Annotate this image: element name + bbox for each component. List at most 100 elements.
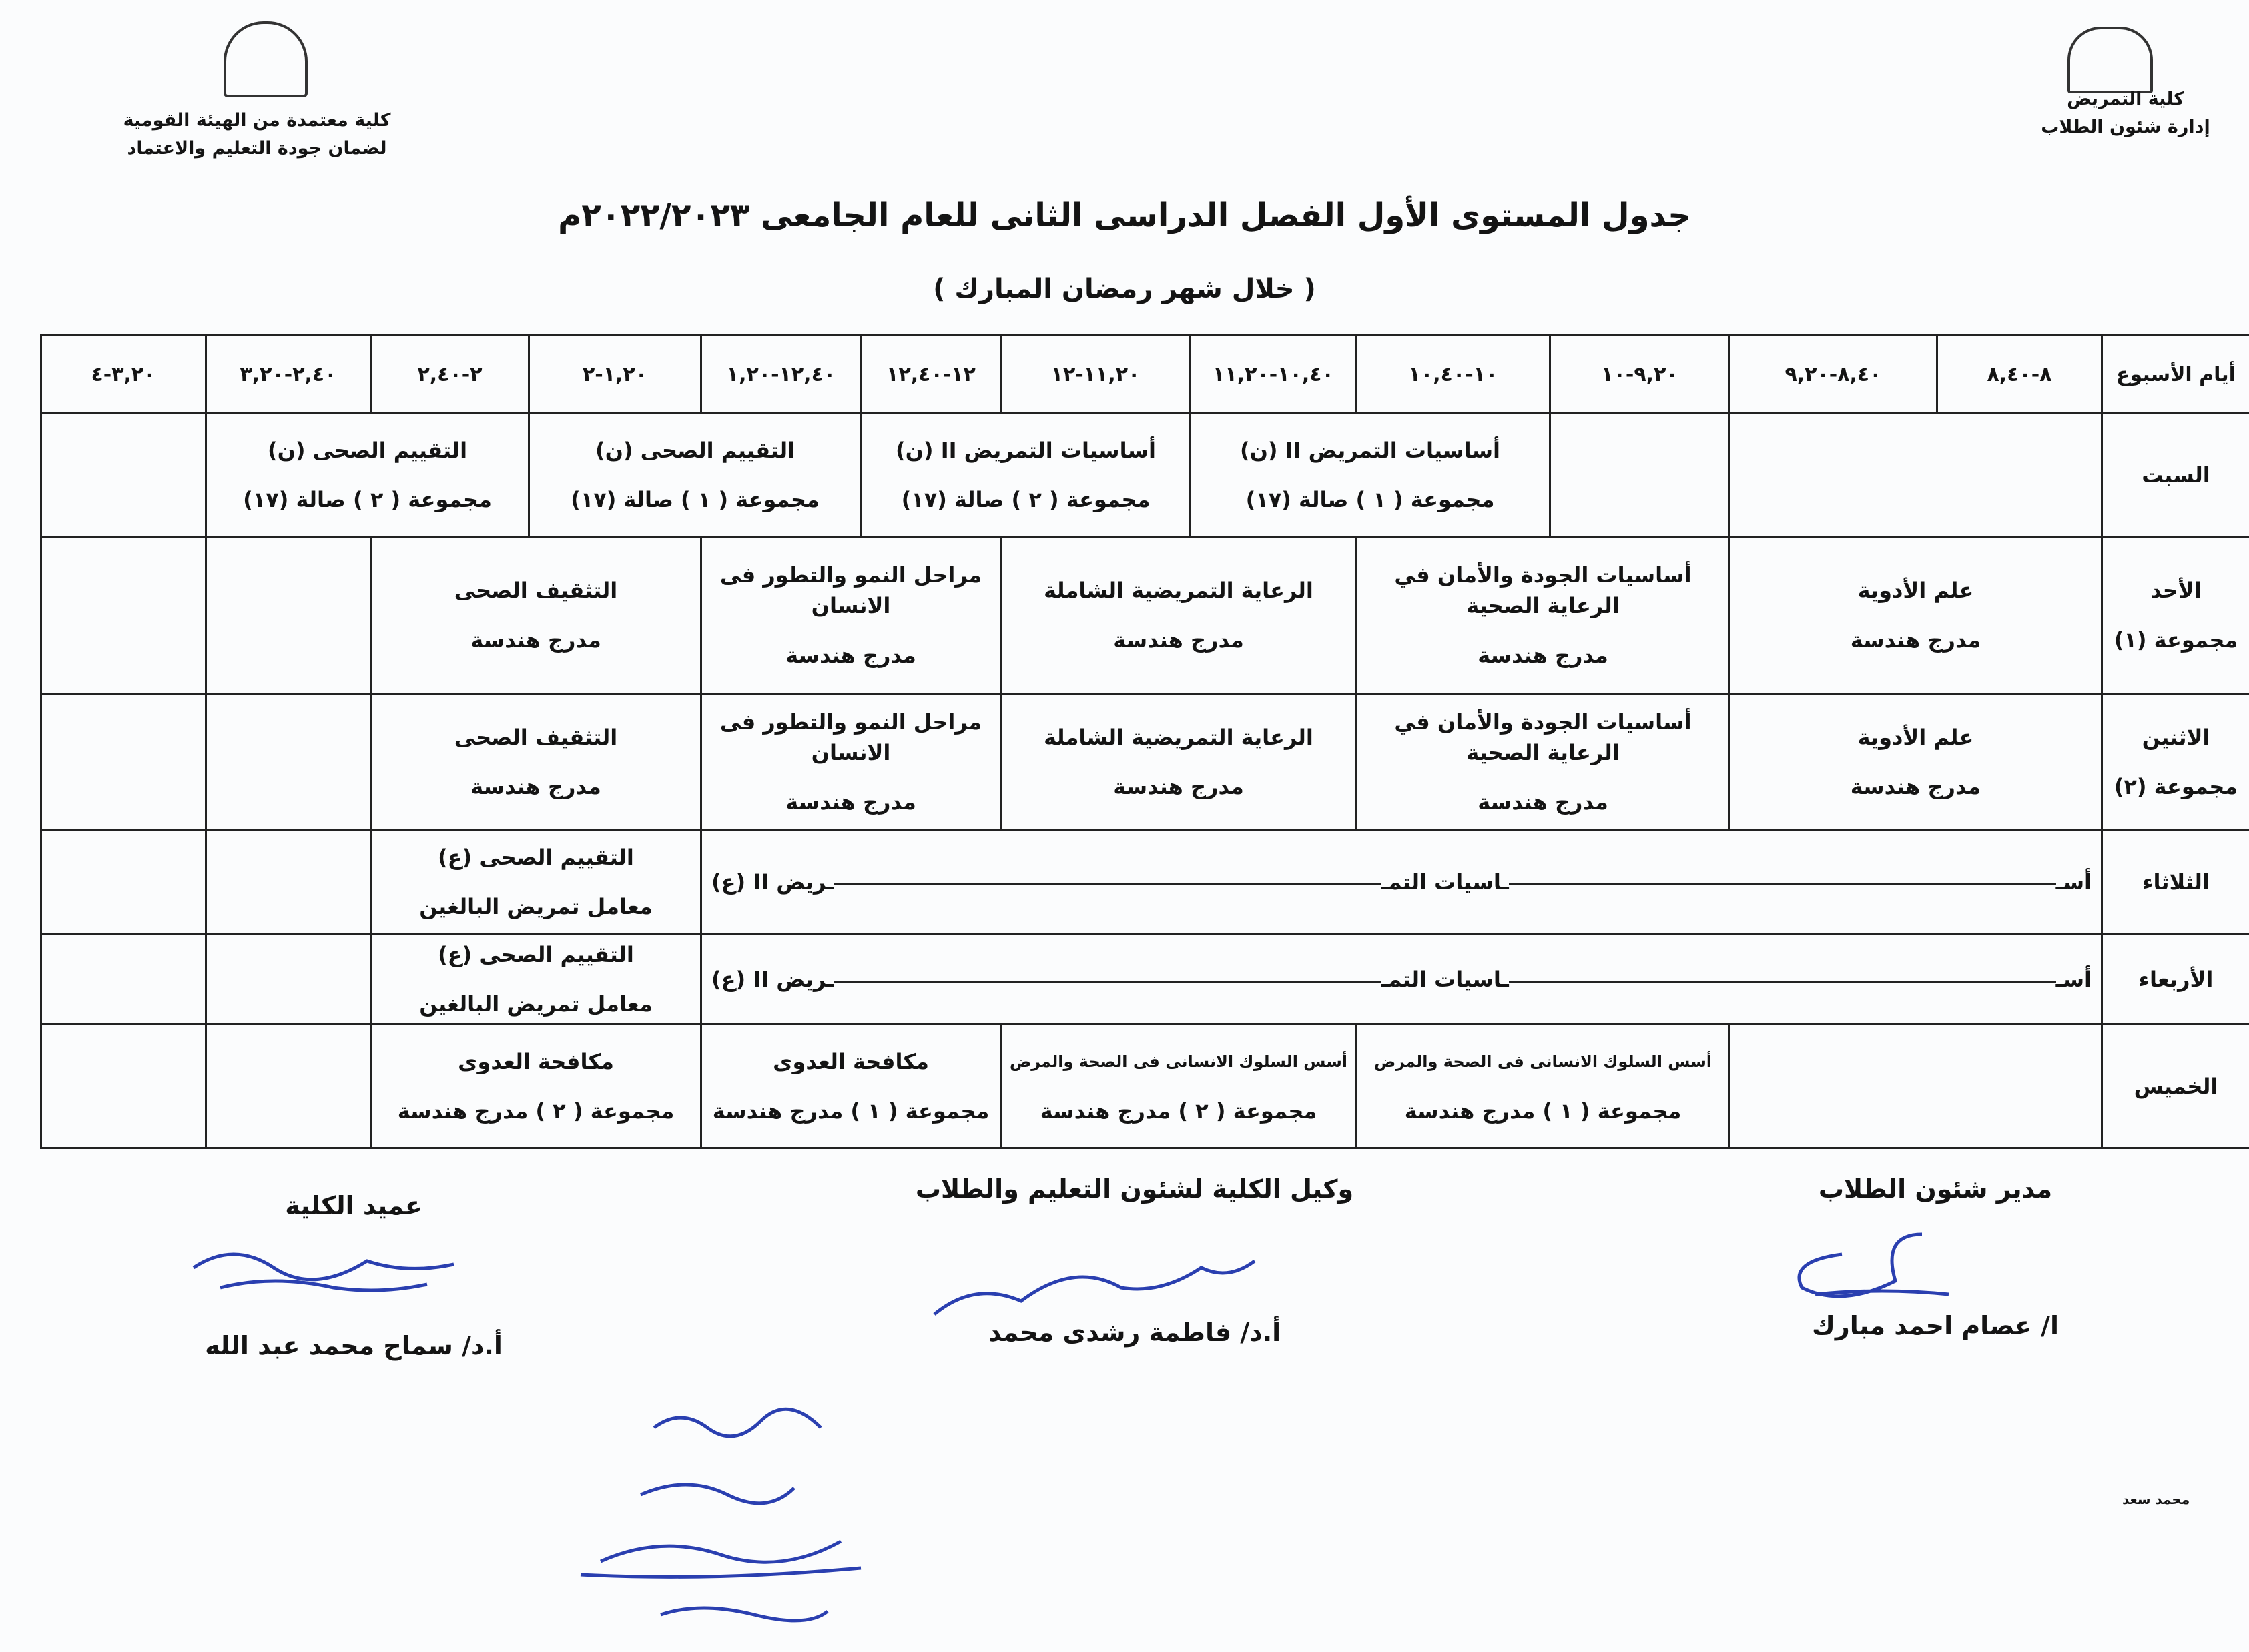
empty-cell [40,412,207,538]
day-name: السبت [2142,462,2210,488]
day-cell: الاثنين مجموعة (٢) [2101,693,2249,831]
time-slot-header: ٨-٨,٤٠ [1936,334,2103,414]
course-cell: أسس السلوك الانسانى فى الصحة والمرض مجموع… [1000,1023,1357,1149]
course-location: مجموعة ( ١ ) مدرج هندسة [712,1098,990,1124]
course-title: أساسيات التمريض II (ن) [1239,438,1501,463]
course-cell: مكافحة العدوى مجموعة ( ١ ) مدرج هندسة [700,1023,1002,1149]
course-cell: التثقيف الصحى مدرج هندسة [370,536,702,695]
continuation-line [1508,980,2056,983]
course-cell: التقييم الصحى (ع) معامل تمريض البالغين [370,829,702,935]
course-location: مدرج هندسة [470,627,601,653]
empty-cell [205,1023,372,1149]
course-location: مدرج هندسة [1113,773,1244,799]
time-slot-header: ١٠-١٠,٤٠ [1355,334,1551,414]
course-cell: أساسيات التمريض II (ن) مجموعة ( ١ ) صالة … [1189,412,1551,538]
course-title: علم الأدوية [1857,578,1974,603]
course-title: أسس السلوك الانسانى فى الصحة والمرض [1009,1052,1348,1071]
schedule-table: أيام الأسبوع ٨-٨,٤٠ ٨,٤٠-٩,٢٠ ٩,٢٠-١٠ ١٠-١٠… [40,334,2249,1149]
time-slot-header: ٩,٢٠-١٠ [1549,334,1730,414]
signature-name-vice-dean: أ.د/ فاطمة رشدى محمد [988,1318,1281,1347]
day-cell: الأربعاء [2101,933,2249,1025]
course-title: التقييم الصحى (ع) [438,942,634,967]
time-slot-header: ٢-٢,٤٠ [370,334,530,414]
day-group: مجموعة (١) [2114,627,2238,653]
course-cell: التقييم الصحى (ن) مجموعة ( ١ ) صالة (١٧) [528,412,862,538]
day-cell: الثلاثاء [2101,829,2249,935]
day-name: الأحد [2150,578,2202,603]
course-title: التثقيف الصحى [454,578,618,603]
signature-student-affairs [1797,1232,1949,1298]
course-location: مجموعة ( ١ ) مدرج هندسة [1404,1098,1682,1124]
empty-cell [1728,412,2103,538]
day-cell: السبت [2101,412,2249,538]
course-location: مجموعة ( ٢ ) مدرج هندسة [1040,1098,1317,1124]
faculty-name: كلية التمريض [2067,89,2184,109]
page-title: جدول المستوى الأول الفصل الدراسى الثانى … [558,197,1691,234]
handwritten-note [580,1407,862,1623]
signature-title-dean: عميد الكلية [285,1191,422,1220]
signature-title-student-affairs: مدير شئون الطلاب [1818,1174,2053,1204]
time-slot-header: ١١,٢٠-١٢ [1000,334,1191,414]
course-location: مدرج هندسة [470,773,601,799]
course-title: التثقيف الصحى [454,724,618,750]
empty-cell [40,933,207,1025]
course-title: أساسيات التمريض II (ن) [895,438,1157,463]
course-cell: علم الأدوية مدرج هندسة [1728,693,2103,831]
empty-cell [40,536,207,695]
course-cell: الرعاية التمريضية الشاملة مدرج هندسة [1000,693,1357,831]
empty-cell [40,693,207,831]
course-title: مكافحة العدوى [773,1049,929,1074]
accreditation-logo [224,21,308,97]
time-slot-header: ١٢-١٢,٤٠ [860,334,1002,414]
day-cell: الأحد مجموعة (١) [2101,536,2249,695]
page-subtitle: ( خلال شهر رمضان المبارك ) [933,274,1316,304]
course-cell: أساسيات التمريض II (ن) مجموعة ( ٢ ) صالة … [860,412,1191,538]
signature-dean [192,1252,454,1292]
accreditation-line-1: كلية معتمدة من الهيئة القومية [123,110,391,131]
footer-note: محمد سعد [2122,1491,2190,1507]
continuation-line [834,980,1381,983]
course-location: معامل تمريض البالغين [419,894,653,919]
course-cell: التثقيف الصحى مدرج هندسة [370,693,702,831]
day-row: الاثنين مجموعة (٢) علم الأدوية مدرج هندسة أس… [40,693,2249,831]
course-title: الرعاية التمريضية الشاملة [1044,724,1313,750]
empty-cell [205,829,372,935]
course-title-part: ـاسيات التمـ [1381,967,1509,992]
empty-cell [40,1023,207,1149]
course-title: التقييم الصحى (ع) [438,845,634,870]
course-cell: أسس السلوك الانسانى فى الصحة والمرض مجموع… [1355,1023,1730,1149]
course-location: مدرج هندسة [1478,643,1608,668]
course-location: مجموعة ( ١ ) صالة (١٧) [571,487,820,512]
course-cell: أساسيات الجودة والأمان في الرعاية الصحية… [1355,693,1730,831]
course-title-part: ـريض II (ع) [711,869,834,895]
day-row: الخميس أسس السلوك الانسانى فى الصحة والمر… [40,1023,2249,1149]
empty-cell [1549,412,1730,538]
course-title-part: ـاسيات التمـ [1381,869,1509,895]
empty-cell [205,933,372,1025]
day-name: الاثنين [2142,724,2210,750]
course-cell: مراحل النمو والتطور فى الانسان مدرج هندسة [700,536,1002,695]
course-title: أسس السلوك الانسانى فى الصحة والمرض [1373,1052,1712,1071]
day-row: السبت أساسيات التمريض II (ن) مجموعة ( ١ ) … [40,412,2249,538]
signature-name-dean: أ.د/ سماح محمد عبد الله [205,1331,503,1360]
day-cell: الخميس [2101,1023,2249,1149]
day-name: الخميس [2134,1074,2218,1099]
accreditation-line-2: لضمان جودة التعليم والاعتماد [127,138,387,159]
course-location: معامل تمريض البالغين [419,991,653,1017]
faculty-logo [2067,27,2153,93]
course-location: مدرج هندسة [1850,773,1981,799]
continuation-line [834,883,1381,885]
signature-vice-dean [933,1259,1256,1316]
course-title: التقييم الصحى (ن) [267,438,468,463]
day-name: الأربعاء [2138,967,2214,992]
empty-cell [205,536,372,695]
day-row: الأربعاء أسـ ـاسيات التمـ ـريض II (ع) التقيي… [40,933,2249,1025]
day-row: الثلاثاء أسـ ـاسيات التمـ ـريض II (ع) التقيي… [40,829,2249,935]
time-slot-header: ٨,٤٠-٩,٢٠ [1728,334,1938,414]
accreditation-header: كلية معتمدة من الهيئة القومية لضمان جودة… [113,107,400,163]
course-location: مجموعة ( ٢ ) مدرج هندسة [397,1098,675,1124]
course-location: مجموعة ( ١ ) صالة (١٧) [1245,487,1495,512]
course-title: مكافحة العدوى [458,1049,614,1074]
course-title: مراحل النمو والتطور فى الانسان [719,709,982,765]
course-cell: أسـ ـاسيات التمـ ـريض II (ع) [700,933,2103,1025]
